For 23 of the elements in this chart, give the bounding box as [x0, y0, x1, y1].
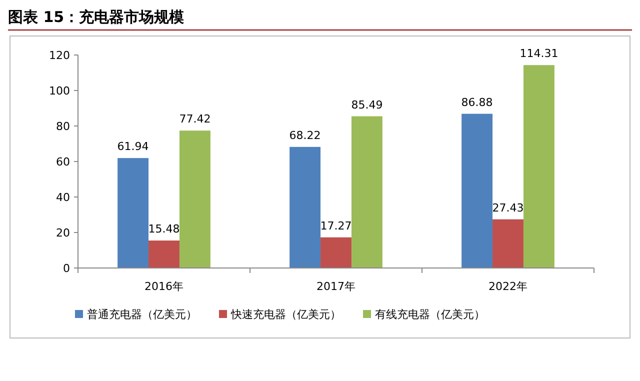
data-label: 85.49 [351, 98, 383, 112]
y-tick-label: 60 [56, 156, 70, 168]
y-tick-label: 40 [56, 191, 70, 204]
y-tick-label: 120 [49, 49, 70, 62]
legend-label: 有线充电器（亿美元） [375, 308, 485, 321]
legend-label: 普通充电器（亿美元） [87, 308, 197, 321]
x-tick-label: 2022年 [488, 280, 528, 293]
legend-label: 快速充电器（亿美元） [230, 308, 341, 321]
data-label: 15.48 [148, 222, 180, 236]
data-label: 86.88 [461, 96, 493, 109]
data-label: 17.27 [320, 219, 352, 232]
data-label: 27.43 [492, 201, 524, 214]
y-tick-label: 80 [56, 120, 70, 133]
data-label: 61.94 [117, 140, 149, 154]
y-tick-label: 20 [56, 226, 70, 240]
y-tick-label: 0 [63, 262, 70, 275]
x-tick-label: 2017年 [316, 280, 356, 293]
chart-title: 图表 15：充电器市场规模 [8, 8, 186, 26]
data-label: 77.42 [179, 112, 211, 126]
y-tick-label: 100 [49, 84, 70, 98]
data-label: 68.22 [289, 128, 321, 142]
data-label: 114.31 [520, 47, 558, 60]
x-tick-label: 2016年 [144, 280, 184, 293]
